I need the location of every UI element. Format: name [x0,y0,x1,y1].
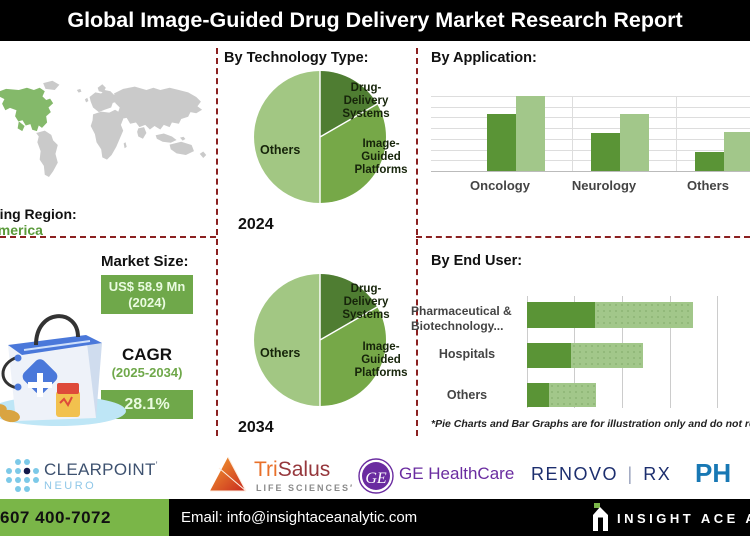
svg-text:GE: GE [365,470,387,487]
